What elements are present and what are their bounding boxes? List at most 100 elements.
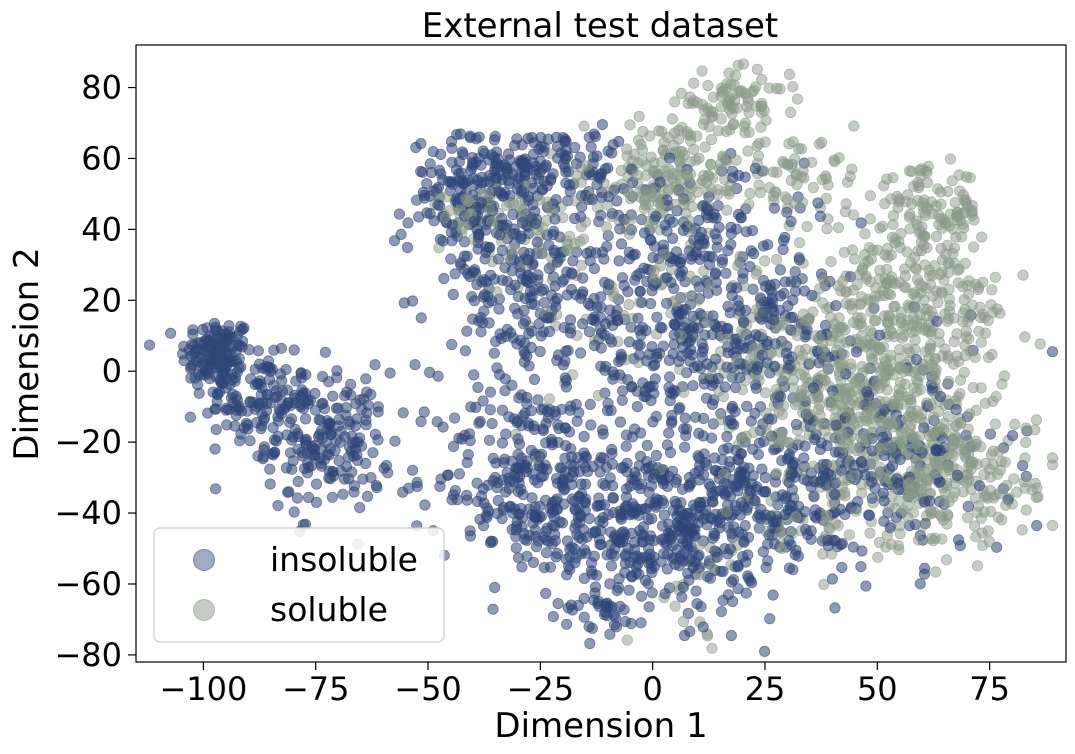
scatter-point-insoluble <box>341 386 353 398</box>
scatter-point-insoluble <box>319 346 331 358</box>
scatter-point-insoluble <box>541 406 554 418</box>
scatter-point-soluble <box>843 529 856 541</box>
scatter-point-soluble <box>924 279 937 291</box>
scatter-point-soluble <box>768 437 780 449</box>
scatter-point-soluble <box>765 495 777 507</box>
scatter-point-soluble <box>973 325 985 337</box>
scatter-point-insoluble <box>725 238 737 251</box>
scatter-point-soluble <box>929 375 941 387</box>
legend-marker-soluble <box>193 599 215 621</box>
scatter-point-insoluble <box>690 585 702 597</box>
scatter-point-insoluble <box>620 440 632 452</box>
scatter-point-soluble <box>696 65 708 77</box>
scatter-point-soluble <box>913 181 925 194</box>
scatter-point-soluble <box>894 352 906 364</box>
scatter-point-soluble <box>749 81 762 93</box>
scatter-point-insoluble <box>783 534 795 547</box>
scatter-point-insoluble <box>509 302 521 314</box>
scatter-point-insoluble <box>496 212 508 225</box>
scatter-point-insoluble <box>367 447 379 459</box>
scatter-point-insoluble <box>735 497 747 509</box>
scatter-point-insoluble <box>678 423 690 435</box>
scatter-point-insoluble <box>488 347 500 359</box>
scatter-point-soluble <box>971 458 983 470</box>
scatter-point-soluble <box>912 245 924 257</box>
scatter-point-soluble <box>827 330 839 342</box>
scatter-point-insoluble <box>730 444 742 456</box>
scatter-point-soluble <box>976 231 988 243</box>
scatter-point-soluble <box>914 164 926 177</box>
scatter-point-insoluble <box>243 344 255 356</box>
scatter-point-insoluble <box>547 505 560 517</box>
scatter-point-insoluble <box>537 423 549 435</box>
scatter-point-insoluble <box>696 346 709 358</box>
scatter-point-insoluble <box>663 152 676 164</box>
scatter-point-soluble <box>985 299 997 311</box>
legend-label-insoluble: insoluble <box>270 540 418 579</box>
scatter-point-insoluble <box>462 174 475 186</box>
scatter-point-soluble <box>720 156 733 168</box>
scatter-point-soluble <box>773 405 785 417</box>
scatter-point-insoluble <box>292 475 304 488</box>
scatter-point-insoluble <box>337 488 349 500</box>
scatter-point-insoluble <box>193 387 205 399</box>
scatter-point-insoluble <box>510 542 522 554</box>
scatter-point-soluble <box>694 568 707 581</box>
scatter-point-insoluble <box>890 473 903 485</box>
scatter-point-insoluble <box>644 497 656 509</box>
x-axis-ticks: −100 −75 −50 −25 0 25 50 75 <box>159 662 1010 708</box>
scatter-point-soluble <box>795 143 808 155</box>
scatter-point-insoluble <box>484 404 496 416</box>
scatter-point-insoluble <box>866 492 878 504</box>
scatter-point-insoluble <box>1006 429 1019 442</box>
scatter-point-soluble <box>688 77 700 89</box>
scatter-point-insoluble <box>492 153 504 165</box>
scatter-point-soluble <box>645 188 657 200</box>
scatter-point-soluble <box>805 156 818 168</box>
scatter-point-soluble <box>813 138 826 150</box>
scatter-point-insoluble <box>647 416 659 428</box>
scatter-point-soluble <box>937 494 949 506</box>
scatter-point-insoluble <box>786 500 798 512</box>
scatter-point-insoluble <box>934 390 947 403</box>
scatter-point-insoluble <box>625 617 637 630</box>
scatter-point-insoluble <box>626 498 639 510</box>
x-tick-label: 25 <box>745 670 786 708</box>
scatter-point-soluble <box>543 393 556 405</box>
scatter-point-soluble <box>930 230 943 243</box>
scatter-point-insoluble <box>606 208 618 220</box>
scatter-point-insoluble <box>724 543 737 555</box>
scatter-point-insoluble <box>781 206 793 218</box>
scatter-point-soluble <box>828 459 841 471</box>
scatter-point-insoluble <box>566 493 578 505</box>
scatter-point-soluble <box>846 303 858 315</box>
scatter-point-insoluble <box>553 422 565 435</box>
scatter-point-soluble <box>759 136 771 148</box>
scatter-point-soluble <box>943 293 956 305</box>
scatter-point-insoluble <box>894 453 906 466</box>
scatter-point-soluble <box>904 483 916 496</box>
scatter-point-insoluble <box>521 275 533 288</box>
scatter-point-insoluble <box>496 174 508 186</box>
scatter-point-insoluble <box>643 486 655 498</box>
scatter-point-insoluble <box>257 453 269 465</box>
scatter-point-soluble <box>925 533 937 545</box>
scatter-point-insoluble <box>505 327 517 339</box>
scatter-point-insoluble <box>673 520 685 532</box>
scatter-point-insoluble <box>464 130 476 142</box>
scatter-point-insoluble <box>552 152 564 164</box>
scatter-point-insoluble <box>923 495 936 507</box>
scatter-point-insoluble <box>585 141 597 153</box>
scatter-point-insoluble <box>690 246 702 258</box>
scatter-point-insoluble <box>251 377 264 390</box>
scatter-point-insoluble <box>220 404 232 416</box>
scatter-point-soluble <box>702 79 714 92</box>
scatter-point-insoluble <box>618 604 630 616</box>
scatter-point-soluble <box>943 375 955 387</box>
scatter-point-insoluble <box>697 621 709 633</box>
scatter-point-soluble <box>989 271 1002 283</box>
scatter-point-soluble <box>906 300 918 313</box>
scatter-point-soluble <box>884 349 897 361</box>
scatter-point-insoluble <box>676 591 688 603</box>
scatter-point-soluble <box>873 362 885 374</box>
